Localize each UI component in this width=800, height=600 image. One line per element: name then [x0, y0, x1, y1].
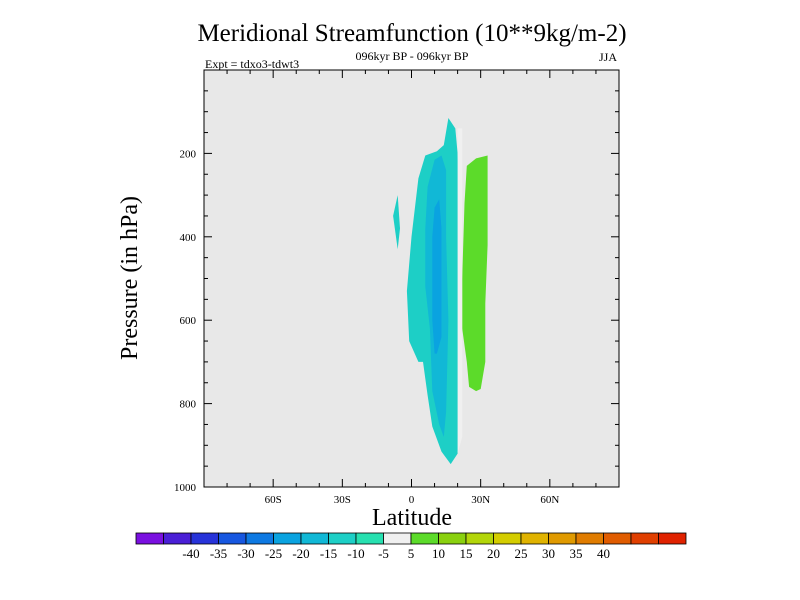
colorbar-label: 5: [408, 546, 415, 561]
colorbar-label: -25: [265, 546, 282, 561]
colorbar: -40 -35 -30 -25 -20 -15 -10 -5 5 10 15 20 25 30 35 40: [135, 532, 687, 561]
chart-subtitle: 096kyr BP - 096kyr BP: [356, 49, 469, 63]
y-tick-label: 800: [180, 399, 197, 411]
y-tick-label: 400: [180, 232, 197, 244]
colorbar-swatch: [548, 532, 577, 545]
colorbar-swatch: [383, 532, 412, 545]
colorbar-swatch: [218, 532, 247, 545]
y-axis-title: Pressure (in hPa): [117, 196, 143, 360]
x-tick-label: 60N: [540, 494, 559, 506]
x-tick-label: 30S: [334, 494, 351, 506]
experiment-label: Expt = tdxo3-tdwt3: [205, 57, 299, 71]
colorbar-swatch: [630, 532, 659, 545]
x-axis-title: Latitude: [372, 505, 452, 531]
colorbar-label: -10: [347, 546, 364, 561]
colorbar-label: 20: [487, 546, 500, 561]
colorbar-label: -5: [378, 546, 389, 561]
contour-negative-cell-core: [432, 199, 442, 354]
colorbar-swatch: [273, 532, 302, 545]
colorbar-label: -30: [237, 546, 254, 561]
colorbar-label: -35: [210, 546, 227, 561]
colorbar-label: 30: [542, 546, 555, 561]
colorbar-swatch: [355, 532, 384, 545]
y-tick-label: 200: [180, 148, 197, 160]
colorbar-swatch: [520, 532, 549, 545]
colorbar-label: 25: [515, 546, 528, 561]
axis-ticks: 60S 30S 0 30N 60N 200 400 600 800 1000: [174, 70, 619, 506]
colorbar-label: 40: [597, 546, 610, 561]
chart-title: Meridional Streamfunction (10**9kg/m-2): [197, 20, 626, 47]
colorbar-swatch: [300, 532, 329, 545]
season-label: JJA: [599, 50, 617, 64]
colorbar-swatch: [465, 532, 494, 545]
colorbar-swatch: [438, 532, 467, 545]
colorbar-swatch: [410, 532, 439, 545]
y-tick-label: 1000: [174, 482, 197, 494]
colorbar-swatch: [328, 532, 357, 545]
colorbar-swatch: [493, 532, 522, 545]
colorbar-label: -20: [292, 546, 309, 561]
contour-southern-small-cell: [393, 195, 400, 250]
colorbar-swatch: [603, 532, 632, 545]
colorbar-swatch: [163, 532, 192, 545]
contour-layer: [393, 118, 488, 465]
contour-positive-cell: [462, 155, 488, 392]
colorbar-label: -40: [182, 546, 199, 561]
colorbar-swatch: [245, 532, 274, 545]
x-tick-label: 30N: [471, 494, 490, 506]
colorbar-label: 15: [460, 546, 473, 561]
x-tick-label: 0: [409, 494, 415, 506]
y-tick-label: 600: [180, 315, 197, 327]
colorbar-swatch: [135, 532, 164, 545]
colorbar-label: 35: [570, 546, 583, 561]
colorbar-swatch: [658, 532, 687, 545]
contour-gap-divider: [457, 128, 463, 454]
colorbar-label: -15: [320, 546, 337, 561]
colorbar-swatch: [190, 532, 219, 545]
colorbar-label: 10: [432, 546, 445, 561]
colorbar-swatch: [575, 532, 604, 545]
x-tick-label: 60S: [265, 494, 282, 506]
